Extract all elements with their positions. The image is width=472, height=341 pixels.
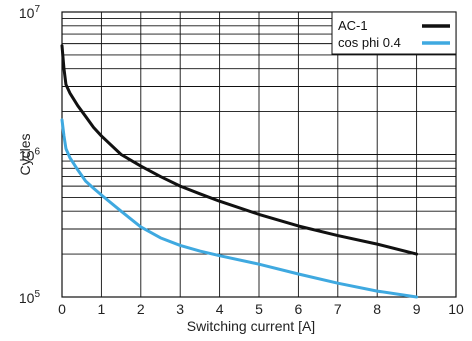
y-tick-label: 107 <box>19 4 41 21</box>
x-axis-title: Switching current [A] <box>187 318 315 334</box>
x-tick-label: 8 <box>373 301 381 317</box>
x-tick-label: 5 <box>255 301 263 317</box>
legend-label: cos phi 0.4 <box>338 35 401 50</box>
legend-box <box>331 11 457 55</box>
x-tick-label: 9 <box>413 301 421 317</box>
x-tick-label: 7 <box>334 301 342 317</box>
y-tick-label: 105 <box>19 289 41 306</box>
x-tick-label: 3 <box>176 301 184 317</box>
legend: AC-1 cos phi 0.4 <box>331 11 457 55</box>
plot-frame <box>61 11 457 298</box>
series-line-ac-1 <box>60 44 419 256</box>
x-tick-label: 1 <box>98 301 106 317</box>
x-tick-label: 0 <box>58 301 66 317</box>
x-tick-label: 10 <box>448 301 464 317</box>
x-tick-label: 2 <box>137 301 145 317</box>
series-line-cos-phi-0-4 <box>60 118 419 299</box>
grid <box>62 12 456 297</box>
x-tick-label: 6 <box>295 301 303 317</box>
legend-label: AC-1 <box>338 18 368 33</box>
y-tick-label: 106 <box>19 147 41 164</box>
x-tick-label: 4 <box>216 301 224 317</box>
y-axis-title: Cycles <box>17 133 33 175</box>
